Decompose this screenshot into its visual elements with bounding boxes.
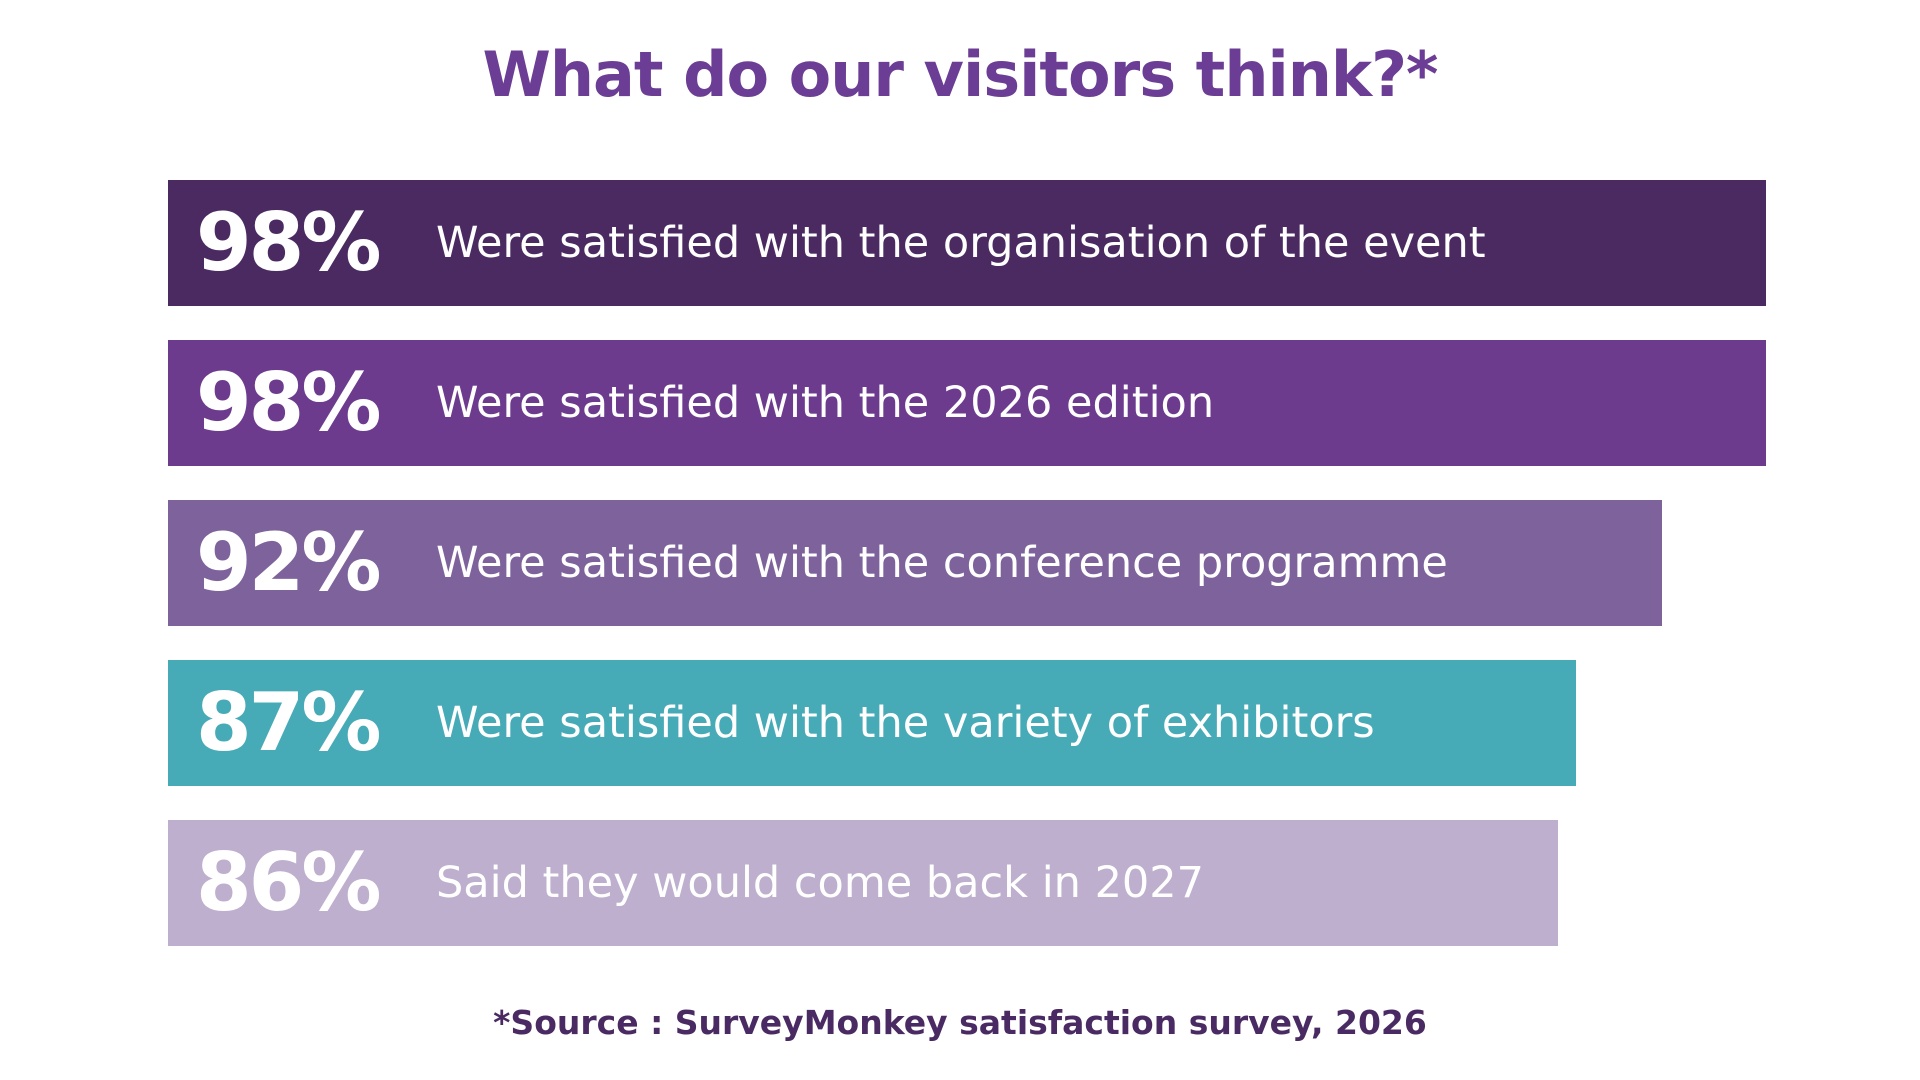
bar-value-label: 92% <box>196 516 381 609</box>
bar-3: 92% Were satisfied with the conference pr… <box>168 500 1662 626</box>
bar-value-label: 87% <box>196 676 381 769</box>
bar-1: 98% Were satisfied with the organisation … <box>168 180 1766 306</box>
bar-5: 86% Said they would come back in 2027 <box>168 820 1558 946</box>
bar-category-label: Were satisfied with the conference progr… <box>436 538 1448 588</box>
bar-4: 87% Were satisfied with the variety of ex… <box>168 660 1576 786</box>
source-footnote: *Source : SurveyMonkey satisfaction surv… <box>493 1003 1427 1042</box>
bar-value-label: 98% <box>196 356 381 449</box>
bar-value-label: 98% <box>196 196 381 289</box>
bar-category-label: Said they would come back in 2027 <box>436 858 1204 908</box>
bar-value-label: 86% <box>196 836 381 929</box>
bar-category-label: Were satisfied with the organisation of … <box>436 218 1486 268</box>
bar-2: 98% Were satisfied with the 2026 edition <box>168 340 1766 466</box>
bar-category-label: Were satisfied with the variety of exhib… <box>436 698 1375 748</box>
chart-title: What do our visitors think?* <box>482 38 1439 111</box>
bar-category-label: Were satisfied with the 2026 edition <box>436 378 1215 428</box>
